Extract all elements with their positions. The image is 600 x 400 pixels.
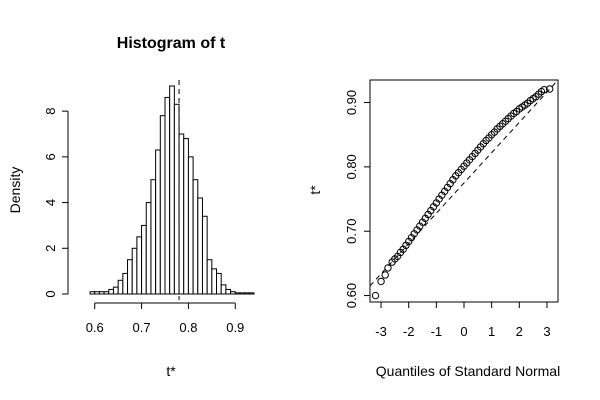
- qq-plot-box: [369, 79, 559, 303]
- qq-x-tick-label: 2: [516, 324, 523, 339]
- histogram-bar: [136, 236, 143, 295]
- qq-point: [381, 271, 389, 279]
- histogram-bar: [108, 288, 114, 295]
- qq-x-tick-label: -3: [375, 324, 387, 339]
- histogram-x-tick-label: 0.8: [179, 320, 197, 335]
- histogram-bar: [197, 197, 203, 295]
- histogram-y-tick-label: 2: [43, 245, 58, 252]
- histogram-panel: Histogram of t Density t* 0.6 0.7 0.8 0.9 0 2…: [7, 35, 255, 379]
- histogram-bar: [122, 272, 129, 295]
- histogram-bar: [216, 272, 222, 295]
- histogram-bar: [206, 259, 213, 295]
- histogram-bar: [98, 291, 105, 295]
- histogram-bar: [94, 291, 100, 295]
- histogram-x-axis-label: t*: [166, 363, 176, 379]
- qq-y-tick-label: 0.90: [344, 90, 359, 115]
- qq-y-tick-label: 0.70: [344, 219, 359, 244]
- histogram-bar: [211, 268, 218, 295]
- histogram-y-axis-label: Density: [7, 167, 23, 214]
- histogram-x-tick-label: 0.9: [226, 320, 244, 335]
- histogram-axes: 0.6 0.7 0.8 0.9 0 2 4 6 8: [43, 108, 244, 335]
- qq-x-tick-label: -2: [403, 324, 415, 339]
- histogram-bar: [248, 292, 255, 295]
- histogram-bar: [150, 179, 157, 295]
- qq-y-tick-label: 0.60: [344, 283, 359, 308]
- qq-point: [377, 277, 385, 286]
- histogram-bar: [89, 291, 96, 295]
- histogram-y-tick-label: 8: [43, 108, 58, 115]
- qq-x-tick-label: -1: [431, 324, 443, 339]
- histogram-bar: [220, 284, 227, 295]
- histogram-bar: [187, 156, 194, 295]
- qq-axes: -3 -2 -1 0 1 2 3 0.60 0.70 0.80 0.90: [344, 90, 551, 339]
- histogram-bar: [164, 96, 171, 295]
- histogram-bar: [155, 149, 161, 295]
- qq-x-axis-label: Quantiles of Standard Normal: [376, 363, 560, 379]
- qq-point: [540, 85, 548, 94]
- qq-y-axis-label: t*: [307, 185, 323, 195]
- qq-point: [371, 291, 380, 300]
- qq-x-tick-label: 1: [488, 324, 495, 339]
- histogram-bars: [89, 85, 255, 295]
- qq-points: [371, 85, 554, 300]
- histogram-bar: [112, 286, 119, 295]
- qq-panel: t* Quantiles of Standard Normal -3 -2 -1 0 1…: [307, 79, 560, 379]
- histogram-bar: [117, 279, 124, 295]
- histogram-y-tick-label: 0: [43, 290, 58, 297]
- qq-x-tick-label: 3: [543, 324, 550, 339]
- histogram-y-tick-label: 4: [43, 199, 58, 206]
- histogram-x-tick-label: 0.6: [86, 320, 104, 335]
- histogram-bar: [131, 247, 138, 295]
- histogram-bar: [145, 202, 152, 295]
- histogram-bar: [173, 103, 180, 295]
- histogram-bar: [230, 291, 236, 295]
- histogram-bar: [225, 288, 232, 295]
- histogram-bar: [244, 292, 250, 295]
- histogram-bar: [103, 291, 110, 295]
- histogram-bar: [192, 179, 199, 295]
- qq-point: [546, 85, 554, 93]
- histogram-title: Histogram of t: [117, 35, 226, 52]
- histogram-bar: [169, 85, 175, 295]
- histogram-bar: [141, 224, 147, 295]
- histogram-x-tick-label: 0.7: [133, 320, 151, 335]
- histogram-bar: [234, 292, 241, 295]
- histogram-bar: [183, 138, 189, 295]
- histogram-bar: [127, 259, 133, 295]
- histogram-bar: [159, 115, 166, 295]
- qq-y-tick-label: 0.80: [344, 154, 359, 179]
- histogram-bar: [239, 292, 246, 295]
- histogram-y-tick-label: 6: [43, 153, 58, 160]
- qq-point: [384, 264, 392, 272]
- qq-x-tick-label: 0: [460, 324, 467, 339]
- histogram-bar: [178, 133, 185, 295]
- histogram-bar: [201, 215, 208, 295]
